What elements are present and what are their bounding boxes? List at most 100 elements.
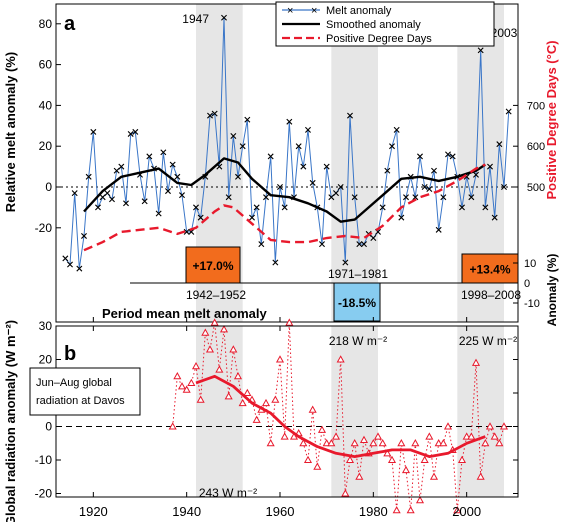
panel-b-legend-box — [29, 367, 141, 416]
radiation-anomaly-point — [439, 439, 448, 447]
melt-anomaly-point — [267, 153, 274, 160]
radiation-anomaly-point — [196, 395, 205, 403]
radiation-anomaly-point — [336, 355, 345, 363]
radiation-anomaly-point — [322, 439, 331, 447]
panel-a-y3tick-label: -10 — [524, 298, 540, 310]
radiation-anomaly-point — [499, 422, 509, 430]
melt-anomaly-point — [333, 190, 339, 197]
melt-anomaly-point — [127, 130, 134, 137]
radiation-anomaly-point — [341, 489, 350, 497]
radiation-smoothed-line — [195, 374, 486, 459]
melt-anomaly-point — [505, 108, 512, 115]
melt-anomaly-point — [435, 226, 442, 233]
radiation-anomaly-point — [415, 495, 425, 504]
radiation-anomaly-point — [425, 432, 434, 440]
melt-anomaly-point — [160, 149, 167, 156]
melt-anomaly-point — [398, 214, 405, 221]
melt-anomaly-point — [393, 126, 400, 133]
positive-degree-days-line — [83, 163, 486, 252]
panel-a-shaded-period-1 — [331, 4, 378, 322]
panel-b: -20-10010203019201940196019802000 — [35, 318, 519, 519]
melt-anomaly-point — [165, 188, 171, 195]
panel-b-ylabel: Global radiation anomaly (W m⁻²) — [3, 320, 18, 522]
melt-anomaly-point — [295, 143, 302, 150]
panel-b-ytick-label: 30 — [39, 319, 53, 333]
panel-a-y2tick-label: 500 — [527, 182, 545, 194]
radiation-anomaly-point — [485, 422, 495, 430]
melt-anomaly-point — [81, 232, 87, 239]
panel-a-y3tick-label: 10 — [524, 258, 536, 270]
melt-anomaly-point — [487, 163, 493, 170]
legend-melt-text: Melt anomaly — [326, 5, 392, 17]
legend-radiation-line1: Jun–Aug global — [36, 377, 112, 389]
melt-anomaly-point — [384, 167, 391, 174]
radiation-anomaly-point — [331, 432, 341, 440]
radiation-anomaly-point — [443, 422, 453, 430]
melt-anomaly-point — [356, 241, 363, 248]
radiation-anomaly-point — [495, 439, 504, 447]
melt-anomaly-point — [309, 179, 316, 186]
melt-anomaly-point — [459, 204, 465, 211]
period-mean-bar-1 — [333, 282, 381, 322]
panel-b-legend: Jun–Aug global radiation at Davos — [29, 367, 141, 416]
panel-b-ytick-label: 20 — [39, 353, 53, 367]
melt-anomaly-point — [477, 47, 484, 54]
melt-anomaly-point — [244, 116, 251, 123]
radiation-anomaly-point — [187, 378, 196, 387]
melt-anomaly-point — [403, 194, 409, 201]
melt-anomaly-point — [179, 192, 185, 199]
melt-anomaly-point — [473, 171, 479, 178]
radiation-anomaly-point — [467, 432, 476, 440]
panel-b-xtick-label: 1980 — [359, 504, 388, 519]
smoothed-anomaly-line — [83, 157, 486, 223]
radiation-anomaly-point — [476, 472, 485, 480]
melt-anomaly-point — [76, 265, 83, 272]
radiation-anomaly-point — [233, 372, 243, 380]
radiation-anomaly-point — [313, 462, 322, 470]
radiation-anomaly-line — [172, 322, 505, 511]
legend-smoothed-text: Smoothed anomaly — [326, 19, 421, 31]
panel-a-y2tick-label: 600 — [527, 141, 545, 153]
melt-anomaly-point — [249, 214, 255, 221]
melt-anomaly-point — [342, 259, 349, 266]
melt-anomaly-point — [286, 118, 293, 125]
radiation-anomaly-point — [429, 472, 439, 480]
melt-anomaly-point — [211, 110, 218, 117]
radiation-anomaly-point — [462, 432, 471, 440]
melt-anomaly-point — [319, 241, 325, 248]
radiation-anomaly-point — [373, 432, 383, 440]
radiation-anomaly-point — [219, 325, 229, 333]
panel-a: +17.0% -18.5% +13.4% -20 0 20 40 60 80 500 600 700 1… — [35, 3, 545, 323]
melt-anomaly-point — [305, 126, 311, 133]
melt-anomaly-point — [99, 194, 106, 201]
melt-anomaly-point — [370, 235, 377, 241]
panel-a-legend: × × Melt anomaly Smoothed anomaly Positi… — [275, 1, 495, 47]
period-mean-label-1: -18.5% — [338, 296, 376, 310]
panel-a-y2label: Positive Degree Days (°C) — [544, 40, 559, 199]
annotation-243: 243 W m⁻² — [199, 486, 257, 500]
melt-anomaly-point — [263, 194, 269, 201]
radiation-anomaly-point — [303, 455, 313, 464]
melt-anomaly-point — [146, 153, 153, 160]
radiation-anomaly-point — [453, 506, 462, 514]
melt-anomaly-point — [239, 143, 246, 150]
radiation-anomaly-point — [168, 422, 177, 430]
annotation-1942-1952: 1942–1952 — [186, 288, 246, 302]
panel-b-xtick-label: 1960 — [266, 504, 295, 519]
panel-b-ytick-label: 0 — [45, 420, 52, 434]
radiation-anomaly-point — [411, 439, 420, 447]
melt-anomaly-point — [426, 186, 433, 193]
radiation-anomaly-point — [191, 361, 201, 370]
melt-anomaly-point — [132, 128, 139, 135]
melt-anomaly-point — [361, 241, 367, 248]
melt-anomaly-point — [221, 14, 227, 21]
melt-anomaly-point — [85, 173, 92, 180]
radiation-anomaly-point — [401, 465, 411, 474]
annotation-218: 218 W m⁻² — [329, 334, 387, 348]
radiation-anomaly-point — [252, 415, 261, 423]
panel-b-ytick-label: -10 — [35, 453, 53, 467]
melt-anomaly-point — [169, 161, 176, 168]
melt-anomaly-point — [277, 184, 283, 190]
panel-a-y2tick-label: 700 — [527, 100, 545, 112]
annotation-1947: 1947 — [182, 12, 209, 26]
